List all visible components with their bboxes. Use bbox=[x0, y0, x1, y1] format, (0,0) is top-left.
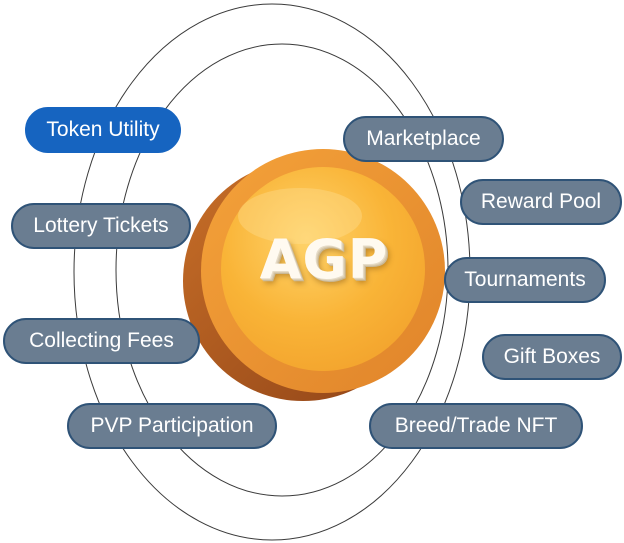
pill-pvp-participation[interactable]: PVP Participation bbox=[67, 403, 277, 449]
pill-tournaments[interactable]: Tournaments bbox=[444, 257, 606, 303]
pill-token-utility[interactable]: Token Utility bbox=[25, 107, 181, 153]
pill-collecting-fees[interactable]: Collecting Fees bbox=[3, 318, 200, 364]
pill-lottery-tickets[interactable]: Lottery Tickets bbox=[11, 203, 191, 249]
pill-reward-pool[interactable]: Reward Pool bbox=[460, 179, 622, 225]
pill-gift-boxes[interactable]: Gift Boxes bbox=[482, 334, 622, 380]
coin-face bbox=[221, 167, 425, 371]
coin-highlight bbox=[238, 188, 362, 244]
coin-icon bbox=[183, 149, 445, 401]
pill-marketplace[interactable]: Marketplace bbox=[343, 116, 504, 162]
pill-breed-trade-nft[interactable]: Breed/Trade NFT bbox=[369, 403, 583, 449]
coin-label: AGP bbox=[259, 228, 389, 291]
